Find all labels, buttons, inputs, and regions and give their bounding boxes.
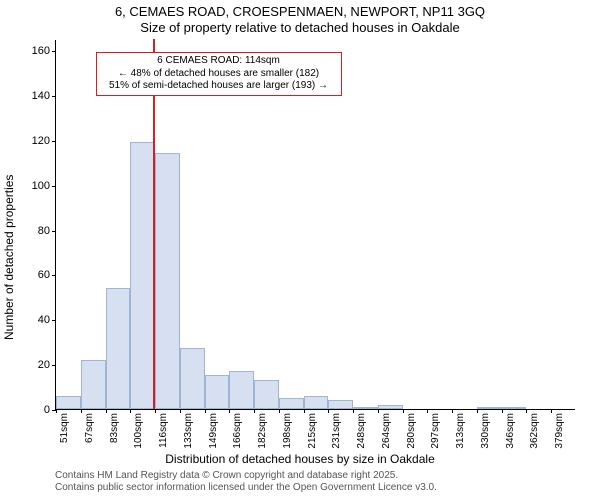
histogram-bar — [155, 153, 180, 409]
histogram-bar — [81, 360, 106, 409]
x-tick-label: 116sqm — [158, 413, 169, 448]
y-tick-mark — [52, 365, 56, 366]
x-tick-mark — [56, 409, 57, 413]
x-tick-label: 100sqm — [133, 413, 144, 449]
x-tick-label: 248sqm — [356, 413, 367, 449]
histogram-bar — [353, 407, 378, 409]
y-tick-mark — [52, 275, 56, 276]
histogram-bar — [205, 375, 230, 409]
chart-title: 6, CEMAES ROAD, CROESPENMAEN, NEWPORT, N… — [0, 4, 600, 19]
x-tick-mark — [378, 409, 379, 413]
x-tick-mark — [551, 409, 552, 413]
x-tick-label: 379sqm — [554, 413, 565, 449]
x-tick-mark — [130, 409, 131, 413]
x-tick-mark — [328, 409, 329, 413]
x-tick-label: 346sqm — [505, 413, 516, 449]
x-tick-label: 149sqm — [208, 413, 219, 449]
x-tick-label: 297sqm — [430, 413, 441, 449]
histogram-bar — [279, 398, 304, 409]
y-tick-mark — [52, 96, 56, 97]
footer-text: Contains HM Land Registry data © Crown c… — [55, 470, 398, 481]
histogram-bar — [254, 380, 279, 409]
histogram-bar — [180, 348, 205, 409]
y-tick-mark — [52, 51, 56, 52]
x-tick-label: 330sqm — [480, 413, 491, 449]
x-tick-label: 182sqm — [257, 413, 268, 449]
x-tick-mark — [205, 409, 206, 413]
x-tick-mark — [254, 409, 255, 413]
x-tick-label: 231sqm — [331, 413, 342, 449]
x-tick-label: 67sqm — [84, 413, 95, 443]
x-axis-label: Distribution of detached houses by size … — [0, 452, 600, 466]
x-tick-mark — [403, 409, 404, 413]
y-tick-mark — [52, 320, 56, 321]
x-tick-label: 313sqm — [455, 413, 466, 449]
x-tick-label: 51sqm — [59, 413, 70, 443]
x-tick-mark — [477, 409, 478, 413]
x-tick-label: 362sqm — [529, 413, 540, 449]
x-tick-label: 215sqm — [307, 413, 318, 449]
y-tick-mark — [52, 141, 56, 142]
x-tick-mark — [502, 409, 503, 413]
annotation-box: 6 CEMAES ROAD: 114sqm ← 48% of detached … — [96, 52, 342, 96]
footer-text: Contains public sector information licen… — [55, 482, 437, 493]
x-tick-mark — [526, 409, 527, 413]
histogram-bar — [304, 396, 329, 409]
histogram-bar — [106, 288, 131, 409]
x-tick-mark — [81, 409, 82, 413]
plot-area: 02040608010012014016051sqm67sqm83sqm100s… — [55, 40, 575, 410]
x-tick-mark — [279, 409, 280, 413]
chart-subtitle: Size of property relative to detached ho… — [0, 20, 600, 35]
x-tick-mark — [155, 409, 156, 413]
histogram-bar — [56, 396, 81, 409]
y-tick-mark — [52, 186, 56, 187]
histogram-bar — [130, 142, 155, 409]
x-tick-mark — [353, 409, 354, 413]
x-tick-mark — [304, 409, 305, 413]
x-tick-label: 198sqm — [282, 413, 293, 449]
annotation-line: ← 48% of detached houses are smaller (18… — [101, 68, 337, 81]
y-axis-label: Number of detached properties — [2, 175, 16, 340]
x-tick-label: 166sqm — [232, 413, 243, 449]
annotation-line: 51% of semi-detached houses are larger (… — [101, 80, 337, 93]
x-tick-label: 264sqm — [381, 413, 392, 449]
x-tick-label: 133sqm — [183, 413, 194, 449]
x-tick-label: 280sqm — [406, 413, 417, 449]
y-tick-mark — [52, 231, 56, 232]
histogram-bar — [378, 405, 403, 409]
chart-container: 6, CEMAES ROAD, CROESPENMAEN, NEWPORT, N… — [0, 0, 600, 500]
histogram-bar — [328, 400, 353, 409]
histogram-bar — [229, 371, 254, 409]
x-tick-mark — [106, 409, 107, 413]
annotation-line: 6 CEMAES ROAD: 114sqm — [101, 55, 337, 68]
x-tick-mark — [229, 409, 230, 413]
x-tick-mark — [180, 409, 181, 413]
x-tick-label: 83sqm — [109, 413, 120, 443]
histogram-bar — [502, 407, 527, 409]
x-tick-mark — [452, 409, 453, 413]
x-tick-mark — [427, 409, 428, 413]
histogram-bar — [477, 407, 502, 409]
